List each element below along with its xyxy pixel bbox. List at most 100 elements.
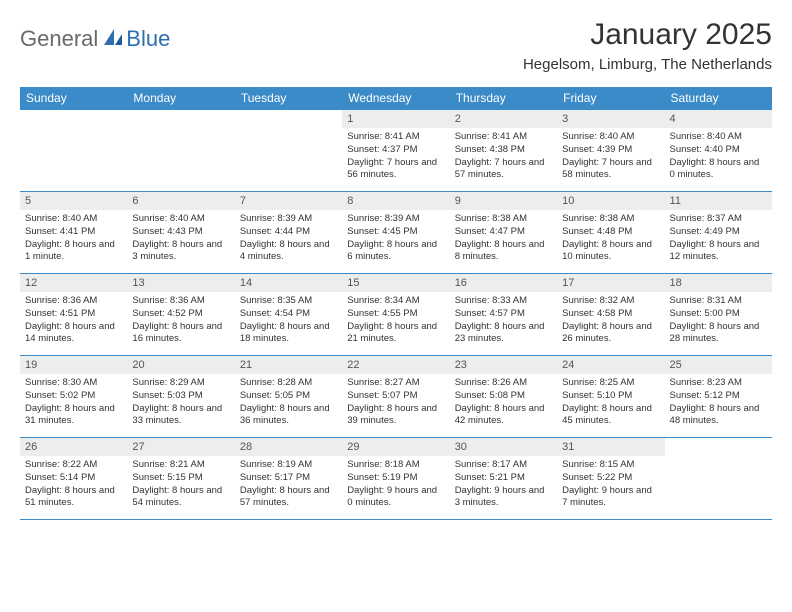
day-header: Saturday <box>665 87 772 110</box>
title-block: January 2025 Hegelsom, Limburg, The Neth… <box>523 18 772 73</box>
page-header: General Blue January 2025 Hegelsom, Limb… <box>20 18 772 73</box>
calendar-day-empty <box>665 438 772 520</box>
day-details: Sunrise: 8:40 AMSunset: 4:40 PMDaylight:… <box>670 131 767 182</box>
day-number: 3 <box>557 110 664 128</box>
day-number: 20 <box>127 356 234 374</box>
calendar-day: 25 Sunrise: 8:23 AMSunset: 5:12 PMDayligh… <box>665 356 772 438</box>
day-details: Sunrise: 8:38 AMSunset: 4:47 PMDaylight:… <box>455 213 552 264</box>
calendar-week: 19Sunrise: 8:30 AMSunset: 5:02 PMDayligh… <box>20 356 772 438</box>
day-number: 25 <box>665 356 772 374</box>
calendar-day: 24 Sunrise: 8:25 AMSunset: 5:10 PMDayligh… <box>557 356 664 438</box>
day-number: 29 <box>342 438 449 456</box>
day-details: Sunrise: 8:15 AMSunset: 5:22 PMDaylight:… <box>562 459 659 510</box>
month-title: January 2025 <box>523 18 772 52</box>
day-details: Sunrise: 8:17 AMSunset: 5:21 PMDaylight:… <box>455 459 552 510</box>
day-number: 16 <box>450 274 557 292</box>
calendar-day: 18Sunrise: 8:31 AMSunset: 5:00 PMDayligh… <box>665 274 772 356</box>
day-details: Sunrise: 8:21 AMSunset: 5:15 PMDaylight:… <box>132 459 229 510</box>
day-number: 5 <box>20 192 127 210</box>
day-details: Sunrise: 8:40 AMSunset: 4:43 PMDaylight:… <box>132 213 229 264</box>
day-number: 21 <box>235 356 342 374</box>
calendar-day: 11 Sunrise: 8:37 AMSunset: 4:49 PMDayligh… <box>665 192 772 274</box>
day-number: 13 <box>127 274 234 292</box>
day-header: Monday <box>127 87 234 110</box>
calendar-week: 5Sunrise: 8:40 AMSunset: 4:41 PMDaylight… <box>20 192 772 274</box>
calendar-day-empty <box>127 110 234 192</box>
calendar-day: 13 Sunrise: 8:36 AMSunset: 4:52 PMDayligh… <box>127 274 234 356</box>
calendar-day: 30Sunrise: 8:17 AMSunset: 5:21 PMDayligh… <box>450 438 557 520</box>
day-number: 15 <box>342 274 449 292</box>
location-text: Hegelsom, Limburg, The Netherlands <box>523 56 772 73</box>
calendar-day: 10 Sunrise: 8:38 AMSunset: 4:48 PMDayligh… <box>557 192 664 274</box>
day-details: Sunrise: 8:38 AMSunset: 4:48 PMDaylight:… <box>562 213 659 264</box>
day-details: Sunrise: 8:40 AMSunset: 4:39 PMDaylight:… <box>562 131 659 182</box>
day-details: Sunrise: 8:31 AMSunset: 5:00 PMDaylight:… <box>670 295 767 346</box>
day-details: Sunrise: 8:36 AMSunset: 4:52 PMDaylight:… <box>132 295 229 346</box>
day-header: Thursday <box>450 87 557 110</box>
day-header: Sunday <box>20 87 127 110</box>
calendar-day-empty <box>20 110 127 192</box>
logo: General Blue <box>20 18 170 52</box>
day-details: Sunrise: 8:37 AMSunset: 4:49 PMDaylight:… <box>670 213 767 264</box>
day-number: 23 <box>450 356 557 374</box>
day-header-row: SundayMondayTuesdayWednesdayThursdayFrid… <box>20 87 772 110</box>
calendar-day: 5Sunrise: 8:40 AMSunset: 4:41 PMDaylight… <box>20 192 127 274</box>
calendar-day: 12Sunrise: 8:36 AMSunset: 4:51 PMDayligh… <box>20 274 127 356</box>
calendar-week: 26 Sunrise: 8:22 AMSunset: 5:14 PMDayligh… <box>20 438 772 520</box>
day-header: Friday <box>557 87 664 110</box>
calendar-day: 6 Sunrise: 8:40 AMSunset: 4:43 PMDaylight… <box>127 192 234 274</box>
day-details: Sunrise: 8:18 AMSunset: 5:19 PMDaylight:… <box>347 459 444 510</box>
day-number: 24 <box>557 356 664 374</box>
calendar-day: 29 Sunrise: 8:18 AMSunset: 5:19 PMDayligh… <box>342 438 449 520</box>
day-number: 9 <box>450 192 557 210</box>
calendar-day: 19Sunrise: 8:30 AMSunset: 5:02 PMDayligh… <box>20 356 127 438</box>
calendar-day: 22 Sunrise: 8:27 AMSunset: 5:07 PMDayligh… <box>342 356 449 438</box>
day-number: 28 <box>235 438 342 456</box>
day-details: Sunrise: 8:41 AMSunset: 4:38 PMDaylight:… <box>455 131 552 182</box>
day-details: Sunrise: 8:32 AMSunset: 4:58 PMDaylight:… <box>562 295 659 346</box>
calendar-day: 31 Sunrise: 8:15 AMSunset: 5:22 PMDayligh… <box>557 438 664 520</box>
calendar-day: 28 Sunrise: 8:19 AMSunset: 5:17 PMDayligh… <box>235 438 342 520</box>
day-details: Sunrise: 8:39 AMSunset: 4:44 PMDaylight:… <box>240 213 337 264</box>
day-number: 6 <box>127 192 234 210</box>
day-number: 10 <box>557 192 664 210</box>
calendar-day: 14Sunrise: 8:35 AMSunset: 4:54 PMDayligh… <box>235 274 342 356</box>
day-number: 11 <box>665 192 772 210</box>
calendar-day: 7Sunrise: 8:39 AMSunset: 4:44 PMDaylight… <box>235 192 342 274</box>
day-details: Sunrise: 8:22 AMSunset: 5:14 PMDaylight:… <box>25 459 122 510</box>
calendar-week: 12Sunrise: 8:36 AMSunset: 4:51 PMDayligh… <box>20 274 772 356</box>
day-number: 8 <box>342 192 449 210</box>
day-details: Sunrise: 8:36 AMSunset: 4:51 PMDaylight:… <box>25 295 122 346</box>
day-details: Sunrise: 8:39 AMSunset: 4:45 PMDaylight:… <box>347 213 444 264</box>
day-number: 31 <box>557 438 664 456</box>
day-details: Sunrise: 8:41 AMSunset: 4:37 PMDaylight:… <box>347 131 444 182</box>
day-number: 22 <box>342 356 449 374</box>
day-number: 1 <box>342 110 449 128</box>
calendar-day: 8 Sunrise: 8:39 AMSunset: 4:45 PMDaylight… <box>342 192 449 274</box>
day-details: Sunrise: 8:35 AMSunset: 4:54 PMDaylight:… <box>240 295 337 346</box>
day-number: 26 <box>20 438 127 456</box>
day-number: 27 <box>127 438 234 456</box>
day-number: 4 <box>665 110 772 128</box>
calendar-day: 20 Sunrise: 8:29 AMSunset: 5:03 PMDayligh… <box>127 356 234 438</box>
logo-sail-icon <box>102 27 124 52</box>
day-details: Sunrise: 8:23 AMSunset: 5:12 PMDaylight:… <box>670 377 767 428</box>
calendar-day: 3 Sunrise: 8:40 AMSunset: 4:39 PMDaylight… <box>557 110 664 192</box>
day-number: 2 <box>450 110 557 128</box>
calendar-week: 1 Sunrise: 8:41 AMSunset: 4:37 PMDaylight… <box>20 110 772 192</box>
calendar-day: 4 Sunrise: 8:40 AMSunset: 4:40 PMDaylight… <box>665 110 772 192</box>
calendar-day: 26 Sunrise: 8:22 AMSunset: 5:14 PMDayligh… <box>20 438 127 520</box>
calendar-day: 15Sunrise: 8:34 AMSunset: 4:55 PMDayligh… <box>342 274 449 356</box>
day-details: Sunrise: 8:27 AMSunset: 5:07 PMDaylight:… <box>347 377 444 428</box>
calendar-day: 9 Sunrise: 8:38 AMSunset: 4:47 PMDaylight… <box>450 192 557 274</box>
day-details: Sunrise: 8:19 AMSunset: 5:17 PMDaylight:… <box>240 459 337 510</box>
logo-text-general: General <box>20 26 98 52</box>
day-number: 17 <box>557 274 664 292</box>
calendar-day: 16Sunrise: 8:33 AMSunset: 4:57 PMDayligh… <box>450 274 557 356</box>
day-details: Sunrise: 8:25 AMSunset: 5:10 PMDaylight:… <box>562 377 659 428</box>
calendar-day-empty <box>235 110 342 192</box>
calendar-day: 17 Sunrise: 8:32 AMSunset: 4:58 PMDayligh… <box>557 274 664 356</box>
day-details: Sunrise: 8:29 AMSunset: 5:03 PMDaylight:… <box>132 377 229 428</box>
day-details: Sunrise: 8:30 AMSunset: 5:02 PMDaylight:… <box>25 377 122 428</box>
day-header: Wednesday <box>342 87 449 110</box>
